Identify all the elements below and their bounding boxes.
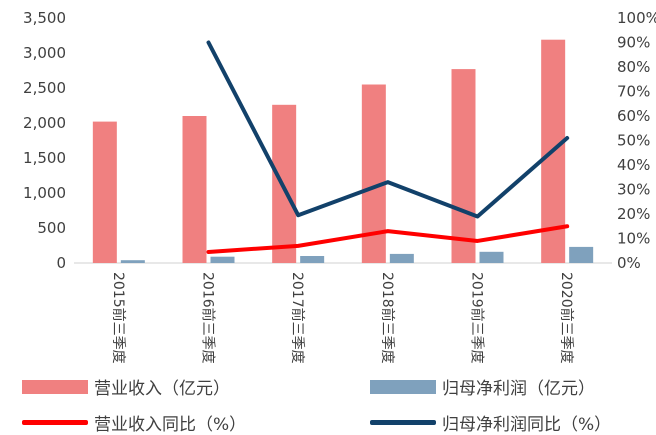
right-tick-label: 30%: [617, 181, 650, 199]
right-tick-label: 60%: [617, 107, 650, 125]
line-series: [206, 40, 570, 254]
right-tick-label: 80%: [617, 58, 650, 76]
right-tick-label: 0%: [617, 254, 641, 272]
left-tick-label: 1,000: [23, 184, 66, 202]
legend-label-revenue: 营业收入（亿元）: [94, 379, 230, 399]
legend-swatch-net-profit-yoy: [370, 420, 436, 425]
revenue-bar: [272, 104, 297, 263]
legend-item-net-profit: 归母净利润（亿元）: [370, 374, 595, 399]
x-axis-labels: 2015前三季度 2016前三季度 2017前三季度 2018前三季度 2019前三季度…: [110, 272, 575, 364]
legend-swatch-net-profit: [370, 379, 436, 394]
right-tick-label: 40%: [617, 156, 650, 174]
category-label: 2016前三季度: [200, 272, 217, 364]
left-tick-label: 2,000: [23, 114, 66, 132]
legend-item-net-profit-yoy: 归母净利润同比（%）: [370, 410, 611, 435]
revenue-bar: [182, 116, 207, 263]
revenue-bar: [451, 69, 476, 263]
revenue-yoy-line: [206, 224, 570, 254]
legend-label-net-profit-yoy: 归母净利润同比（%）: [442, 415, 612, 435]
net-profit-bar: [569, 246, 594, 263]
left-tick-label: 3,000: [23, 44, 66, 62]
legend-item-revenue: 营业收入（亿元）: [22, 374, 230, 399]
net-profit-yoy-line: [206, 40, 570, 219]
net-profit-bar: [300, 256, 325, 263]
right-tick-label: 20%: [617, 205, 650, 223]
legend-label-net-profit: 归母净利润（亿元）: [442, 379, 595, 399]
bar-series: [92, 39, 594, 264]
right-tick-label: 70%: [617, 83, 650, 101]
net-profit-bar: [210, 256, 235, 263]
right-tick-label: 10%: [617, 230, 650, 248]
legend-item-revenue-yoy: 营业收入同比（%）: [22, 410, 246, 435]
left-y-axis: 0 500 1,000 1,500 2,000 2,500 3,000 3,500: [23, 9, 66, 272]
legend-swatch-revenue-yoy: [22, 420, 88, 425]
left-tick-label: 0: [56, 254, 66, 272]
net-profit-bar: [389, 253, 414, 263]
legend-label-revenue-yoy: 营业收入同比（%）: [94, 415, 247, 435]
category-label: 2018前三季度: [379, 272, 396, 364]
category-label: 2019前三季度: [469, 272, 486, 364]
left-tick-label: 2,500: [23, 79, 66, 97]
category-label: 2017前三季度: [289, 272, 306, 364]
right-tick-label: 100%: [617, 9, 656, 27]
right-tick-label: 50%: [617, 132, 650, 150]
category-label: 2015前三季度: [110, 272, 127, 364]
right-tick-label: 90%: [617, 34, 650, 52]
right-y-axis: 0% 10% 20% 30% 40% 50% 60% 70% 80% 90% 100%: [617, 9, 656, 272]
left-tick-label: 500: [37, 219, 66, 237]
legend-swatch-revenue: [22, 379, 88, 394]
revenue-bar: [92, 121, 117, 263]
net-profit-bar: [479, 251, 504, 263]
left-tick-label: 1,500: [23, 149, 66, 167]
legend: 营业收入（亿元） 归母净利润（亿元） 营业收入同比（%） 归母净利润同比（%）: [0, 368, 656, 435]
net-profit-bar: [120, 260, 145, 263]
left-tick-label: 3,500: [23, 9, 66, 27]
category-label: 2020前三季度: [558, 272, 575, 364]
